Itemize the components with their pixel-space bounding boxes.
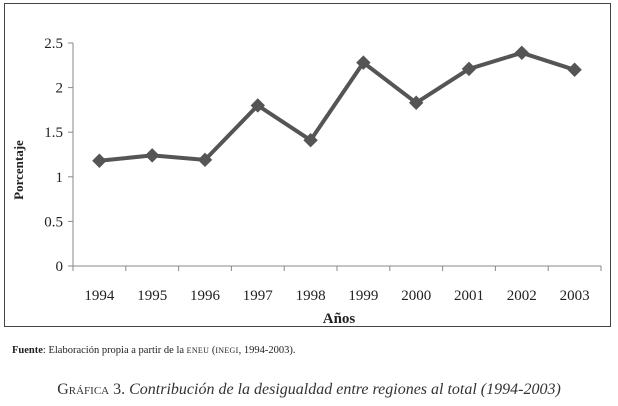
x-tick-label: 2001 [454, 288, 484, 304]
data-point-marker [250, 98, 266, 113]
y-tick-labels: 0 0.5 1 1.5 2 2.5 [44, 36, 63, 275]
x-tick-label: 2000 [401, 288, 431, 304]
x-tick-label: 2003 [560, 288, 590, 304]
data-point-marker [567, 62, 582, 77]
data-point-marker [408, 95, 424, 110]
data-point-marker [461, 61, 477, 77]
source-text-after: , 1994-2003). [238, 345, 296, 356]
y-tick-label: 0 [56, 259, 64, 275]
x-tick-label: 1997 [243, 288, 274, 304]
x-tick-label: 1999 [348, 288, 378, 304]
caption-text: Contribución de la desigualdad entre reg… [129, 381, 561, 398]
y-axis-title: Porcentaje [11, 140, 26, 200]
y-tick-label: 1 [56, 170, 64, 186]
x-tick-labels: 1994 1995 1996 1997 1998 1999 2000 2001 2002 2003 [84, 288, 589, 304]
x-tick-label: 2002 [507, 288, 537, 304]
y-tick-label: 2.5 [44, 36, 63, 52]
x-axis-title: Años [323, 311, 356, 326]
source-text-before: : Elaboración propia a partir de la [42, 345, 187, 356]
source-abbr-eneu: ENEU [186, 346, 210, 355]
data-point-marker [197, 152, 213, 168]
x-tick-label: 1995 [137, 288, 167, 304]
data-point-marker [356, 55, 371, 70]
data-point-marker [144, 148, 160, 163]
x-tick-label: 1996 [190, 288, 221, 304]
chart-frame: 0 0.5 1 1.5 2 2.5 1994 1995 1996 1997 1998 1999 200… [4, 3, 611, 327]
y-tick-label: 0.5 [44, 214, 63, 230]
line-chart: 0 0.5 1 1.5 2 2.5 1994 1995 1996 1997 1998 1999 200… [11, 36, 602, 326]
data-point-marker [303, 133, 318, 148]
x-tick-label: 1994 [84, 288, 115, 304]
source-abbr-inegi: INEGI [215, 346, 239, 355]
caption-label: Gráfica 3. [57, 381, 126, 398]
series-line [99, 50, 576, 163]
series-markers [92, 45, 582, 168]
source-note: Fuente: Elaboración propia a partir de l… [12, 345, 295, 356]
y-tick-label: 2 [56, 81, 64, 97]
data-point-marker [514, 45, 530, 61]
chart-axes [68, 42, 602, 271]
source-label: Fuente [12, 345, 43, 356]
x-tick-label: 1998 [296, 288, 326, 304]
y-tick-label: 1.5 [44, 125, 63, 141]
data-point-marker [92, 153, 107, 168]
figure-caption: Gráfica 3. Contribución de la desigualda… [0, 381, 618, 399]
source-text-mid: ( [209, 345, 216, 356]
